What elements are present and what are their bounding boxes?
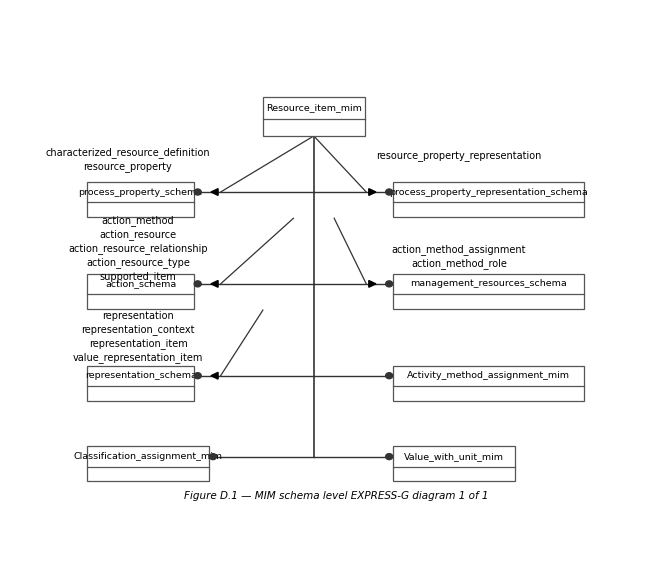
Circle shape: [386, 373, 393, 379]
Text: Activity_method_assignment_mim: Activity_method_assignment_mim: [407, 371, 570, 380]
Text: action_method_assignment
action_method_role: action_method_assignment action_method_r…: [392, 244, 526, 269]
Circle shape: [194, 373, 201, 379]
Bar: [87, 366, 194, 400]
Polygon shape: [211, 189, 218, 195]
Bar: [393, 182, 583, 217]
Bar: [87, 274, 194, 308]
Circle shape: [386, 454, 393, 460]
Polygon shape: [369, 281, 376, 287]
Bar: [87, 182, 194, 217]
Text: management_resources_schema: management_resources_schema: [410, 279, 566, 289]
Text: characterized_resource_definition
resource_property: characterized_resource_definition resour…: [45, 148, 210, 173]
Text: action_schema: action_schema: [105, 279, 176, 289]
Bar: [393, 446, 515, 482]
Polygon shape: [211, 373, 218, 379]
Bar: [393, 274, 583, 308]
Text: Resource_item_mim: Resource_item_mim: [266, 103, 362, 112]
Polygon shape: [369, 189, 376, 195]
Text: Classification_assignment_mim: Classification_assignment_mim: [74, 452, 223, 461]
Text: representation
representation_context
representation_item
value_representation_i: representation representation_context re…: [73, 311, 203, 364]
Circle shape: [194, 189, 201, 195]
Text: process_property_representation_schema: process_property_representation_schema: [389, 187, 587, 197]
Circle shape: [386, 189, 393, 195]
Text: process_property_schema: process_property_schema: [79, 187, 203, 197]
Text: action_method
action_resource
action_resource_relationship
action_resource_type
: action_method action_resource action_res…: [68, 215, 208, 282]
Bar: [393, 366, 583, 400]
Bar: [263, 97, 365, 136]
Circle shape: [386, 281, 393, 287]
Text: representation_schema: representation_schema: [85, 371, 196, 380]
Text: resource_property_representation: resource_property_representation: [376, 150, 541, 161]
Bar: [87, 446, 210, 482]
Text: Figure D.1 — MIM schema level EXPRESS-G diagram 1 of 1: Figure D.1 — MIM schema level EXPRESS-G …: [185, 491, 489, 501]
Circle shape: [210, 454, 217, 460]
Text: Value_with_unit_mim: Value_with_unit_mim: [404, 452, 504, 461]
Polygon shape: [211, 281, 218, 287]
Circle shape: [194, 281, 201, 287]
